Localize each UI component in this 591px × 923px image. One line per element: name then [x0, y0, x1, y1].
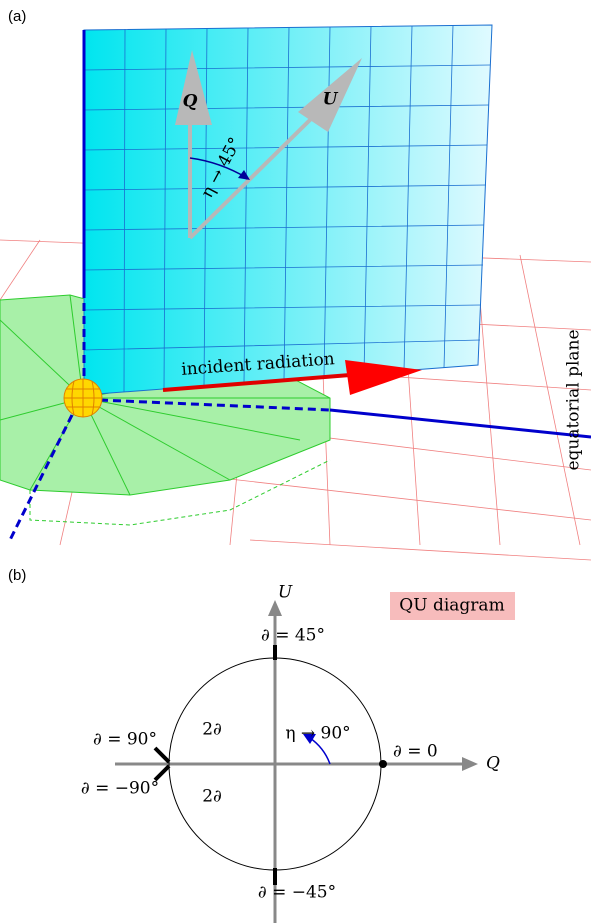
panel-label: (a) — [8, 8, 26, 25]
axis-label: U — [278, 583, 293, 603]
q-point — [379, 760, 387, 768]
angle-label: ∂ = 90° — [93, 730, 157, 750]
angle-label: ∂ = 0 — [393, 742, 438, 762]
rotation-label: η → 90° — [285, 724, 350, 744]
angle-label: 2∂ — [202, 720, 222, 740]
vector-label: U — [323, 90, 339, 110]
figure: (a) Q U η → 45° incident radiation equat… — [0, 0, 591, 923]
angle-label: ∂ = −90° — [81, 779, 159, 799]
angle-label: ∂ = 45° — [261, 626, 325, 646]
axis-label: Q — [486, 754, 500, 774]
plane-label: equatorial plane — [564, 329, 584, 470]
diagram-title: QU diagram — [399, 596, 504, 616]
cyan-plane — [84, 25, 492, 395]
panel-label: (b) — [8, 567, 26, 584]
sun — [64, 379, 102, 417]
vector-label: Q — [183, 92, 198, 112]
angle-label: ∂ = −45° — [258, 883, 336, 903]
angle-label: 2∂ — [202, 787, 222, 807]
page: (a) Q U η → 45° incident radiation equat… — [0, 0, 591, 923]
